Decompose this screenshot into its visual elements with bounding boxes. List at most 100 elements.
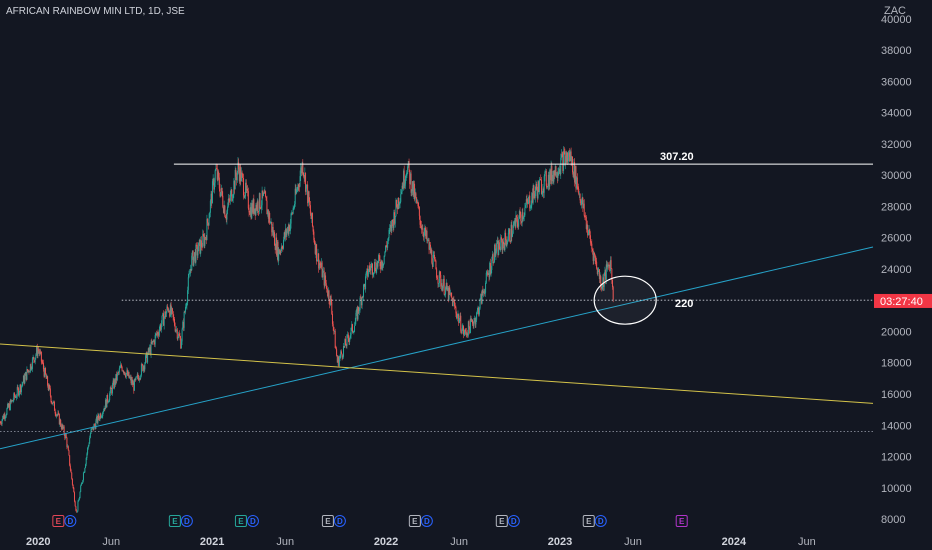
candle-body	[136, 374, 138, 377]
candle-body	[493, 261, 495, 264]
candle-body	[358, 307, 360, 312]
candle-body	[349, 337, 351, 342]
candle-body	[525, 199, 527, 206]
event-marker-letter: D	[184, 517, 190, 526]
candle-body	[145, 355, 147, 364]
candle-body	[38, 350, 40, 354]
candle-body	[580, 200, 582, 206]
earnings-marker-icon[interactable]	[408, 515, 421, 527]
earnings-marker-icon[interactable]	[52, 515, 65, 527]
candle-body	[405, 176, 407, 184]
candle-body	[356, 309, 358, 313]
candle-body	[154, 340, 156, 345]
time-axis[interactable]: 2020 Jun 2021 Jun 2022 Jun 2023 Jun 2024 Jun	[26, 536, 816, 548]
candle-body	[507, 240, 509, 243]
dividend-marker-icon[interactable]	[246, 515, 259, 527]
time-tick-label: 2023	[548, 536, 572, 548]
price-tick-label: 26000	[881, 233, 912, 245]
candle-body	[182, 321, 184, 330]
event-marker-letter: D	[511, 517, 517, 526]
candle-body	[287, 227, 289, 232]
candle-body	[481, 289, 483, 304]
trendline-long-term[interactable]	[0, 343, 874, 404]
candle-body	[50, 395, 52, 403]
candle-body	[248, 208, 250, 213]
candle-body	[451, 296, 453, 298]
candle-body	[500, 237, 502, 240]
event-marker-group[interactable]: E	[675, 515, 688, 527]
candle-body	[286, 231, 288, 236]
candle-body	[336, 355, 338, 363]
price-axis[interactable]: 8000100001200014000160001800020000220002…	[874, 14, 932, 526]
candle-body	[303, 175, 305, 179]
candle-body	[300, 167, 302, 177]
candle-body	[456, 315, 458, 319]
candle-body	[150, 341, 152, 355]
candle-body	[367, 268, 369, 277]
earnings-marker-icon[interactable]	[495, 515, 508, 527]
candle-body	[91, 428, 93, 430]
candle-body	[332, 324, 334, 328]
earnings-marker-icon[interactable]	[321, 515, 334, 527]
dividend-marker-icon[interactable]	[180, 515, 193, 527]
candle-body	[249, 212, 251, 215]
candle-body	[159, 324, 161, 330]
candle-body	[54, 410, 56, 414]
candle-body	[135, 376, 137, 380]
candle-body	[37, 349, 39, 356]
candle-body	[555, 166, 557, 177]
candle-body	[256, 201, 258, 210]
price-tick-label: 40000	[881, 14, 912, 26]
candle-body	[58, 413, 60, 425]
candle-body	[202, 234, 204, 237]
candle-body	[496, 240, 498, 244]
earnings-marker-icon[interactable]	[168, 515, 181, 527]
trendline-support[interactable]	[0, 246, 874, 450]
candle-body	[82, 480, 84, 483]
candle-body	[189, 268, 191, 274]
candle-body	[138, 378, 140, 381]
candle-body	[125, 373, 127, 378]
candle-body	[45, 374, 47, 379]
candle-body	[247, 191, 249, 209]
candle-body	[111, 388, 113, 394]
candle-body	[61, 424, 63, 429]
earnings-marker-icon[interactable]	[582, 515, 595, 527]
candle-body	[598, 269, 600, 271]
candle-body	[1, 419, 3, 425]
time-tick-label: 2021	[200, 536, 224, 548]
candle-body	[599, 276, 601, 279]
candle-body	[605, 264, 607, 280]
candle-body	[538, 180, 540, 193]
dividend-marker-icon[interactable]	[507, 515, 520, 527]
dividend-marker-icon[interactable]	[64, 515, 77, 527]
candle-body	[282, 248, 284, 250]
candle-body	[480, 294, 482, 304]
candle-body	[56, 414, 58, 417]
candle-body	[350, 327, 352, 336]
dividend-marker-icon[interactable]	[594, 515, 607, 527]
dividend-marker-icon[interactable]	[333, 515, 346, 527]
time-tick-label: Jun	[276, 536, 294, 548]
candle-body	[530, 205, 532, 208]
earnings-marker-icon[interactable]	[675, 515, 688, 527]
candle-body	[412, 181, 414, 196]
dividend-marker-icon[interactable]	[420, 515, 433, 527]
earnings-marker-icon[interactable]	[234, 515, 247, 527]
highlight-circle[interactable]	[593, 275, 657, 325]
candle-body	[153, 340, 155, 342]
candle-body	[338, 358, 340, 366]
candle-body	[276, 241, 278, 256]
candle-body	[299, 176, 301, 187]
support-label: 220	[675, 298, 693, 310]
candle-body	[29, 364, 31, 372]
